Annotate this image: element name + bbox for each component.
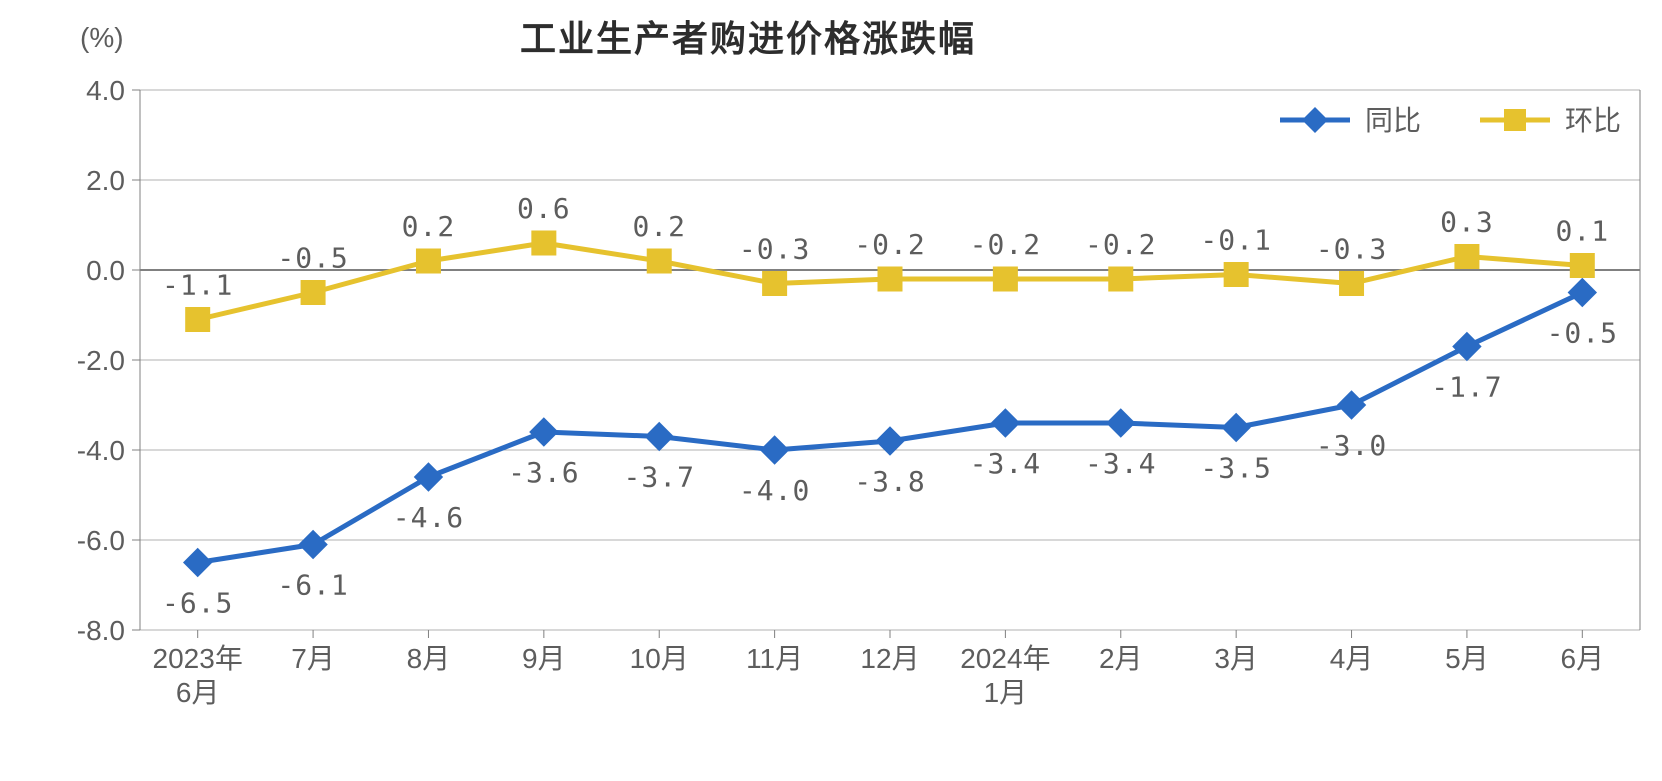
data-label-环比: -0.3 — [1316, 233, 1387, 266]
data-label-同比: -6.5 — [162, 587, 233, 620]
y-tick-label: -2.0 — [77, 345, 125, 376]
marker-环比 — [763, 272, 787, 296]
x-tick-label: 6月 — [1561, 643, 1605, 674]
marker-同比 — [530, 418, 558, 446]
data-label-同比: -3.0 — [1316, 429, 1387, 462]
marker-环比 — [416, 249, 440, 273]
marker-环比 — [1109, 267, 1133, 291]
data-label-同比: -6.1 — [277, 569, 348, 602]
marker-同比 — [414, 463, 442, 491]
data-label-同比: -3.6 — [508, 456, 579, 489]
marker-同比 — [1107, 409, 1135, 437]
marker-同比 — [645, 423, 673, 451]
marker-环比 — [532, 231, 556, 255]
chart-svg: -8.0-6.0-4.0-2.00.02.04.02023年6月7月8月9月10… — [0, 0, 1662, 781]
data-label-环比: 0.1 — [1556, 215, 1610, 248]
y-tick-label: 4.0 — [86, 75, 125, 106]
data-label-环比: -0.5 — [277, 242, 348, 275]
data-label-同比: -3.7 — [624, 461, 695, 494]
x-tick-label: 6月 — [176, 677, 220, 708]
marker-环比 — [647, 249, 671, 273]
y-tick-label: -6.0 — [77, 525, 125, 556]
data-label-同比: -4.6 — [393, 501, 464, 534]
chart-container: 工业生产者购进价格涨跌幅 (%) -8.0-6.0-4.0-2.00.02.04… — [0, 0, 1662, 781]
data-label-环比: -1.1 — [162, 269, 233, 302]
data-label-环比: -0.2 — [1085, 228, 1156, 261]
data-label-环比: 0.2 — [402, 210, 456, 243]
data-label-环比: -0.2 — [970, 228, 1041, 261]
data-label-环比: -0.1 — [1200, 224, 1271, 257]
x-tick-label: 1月 — [984, 677, 1028, 708]
x-tick-label: 8月 — [407, 643, 451, 674]
data-label-同比: -3.5 — [1200, 452, 1271, 485]
marker-环比 — [1570, 254, 1594, 278]
marker-环比 — [301, 281, 325, 305]
data-label-环比: 0.3 — [1440, 206, 1494, 239]
x-tick-label: 10月 — [630, 643, 689, 674]
data-label-同比: -3.8 — [854, 465, 925, 498]
x-tick-label: 2月 — [1099, 643, 1143, 674]
y-tick-label: -4.0 — [77, 435, 125, 466]
marker-环比 — [1340, 272, 1364, 296]
x-tick-label: 9月 — [522, 643, 566, 674]
y-tick-label: 2.0 — [86, 165, 125, 196]
y-tick-label: -8.0 — [77, 615, 125, 646]
x-tick-label: 2023年 — [153, 643, 243, 674]
x-tick-label: 7月 — [291, 643, 335, 674]
legend-marker-1 — [1302, 107, 1328, 133]
legend-label-1: 同比 — [1365, 105, 1421, 136]
data-label-环比: 0.2 — [632, 210, 686, 243]
marker-环比 — [186, 308, 210, 332]
x-tick-label: 2024年 — [960, 643, 1050, 674]
x-tick-label: 3月 — [1214, 643, 1258, 674]
data-label-同比: -3.4 — [970, 447, 1041, 480]
legend-marker-2 — [1504, 109, 1526, 131]
data-label-环比: -0.3 — [739, 233, 810, 266]
data-label-环比: 0.6 — [517, 192, 571, 225]
marker-同比 — [1222, 414, 1250, 442]
data-label-同比: -0.5 — [1547, 317, 1618, 350]
x-tick-label: 5月 — [1445, 643, 1489, 674]
marker-同比 — [299, 531, 327, 559]
y-tick-label: 0.0 — [86, 255, 125, 286]
marker-同比 — [184, 549, 212, 577]
marker-同比 — [991, 409, 1019, 437]
x-tick-label: 11月 — [746, 643, 803, 674]
marker-同比 — [1453, 333, 1481, 361]
marker-同比 — [761, 436, 789, 464]
marker-环比 — [878, 267, 902, 291]
x-tick-label: 4月 — [1330, 643, 1374, 674]
marker-环比 — [993, 267, 1017, 291]
marker-同比 — [1338, 391, 1366, 419]
data-label-环比: -0.2 — [854, 228, 925, 261]
marker-同比 — [876, 427, 904, 455]
marker-环比 — [1455, 245, 1479, 269]
data-label-同比: -3.4 — [1085, 447, 1156, 480]
data-label-同比: -1.7 — [1431, 371, 1502, 404]
data-label-同比: -4.0 — [739, 474, 810, 507]
legend-label-2: 环比 — [1565, 105, 1621, 136]
x-tick-label: 12月 — [860, 643, 919, 674]
marker-环比 — [1224, 263, 1248, 287]
marker-同比 — [1568, 279, 1596, 307]
